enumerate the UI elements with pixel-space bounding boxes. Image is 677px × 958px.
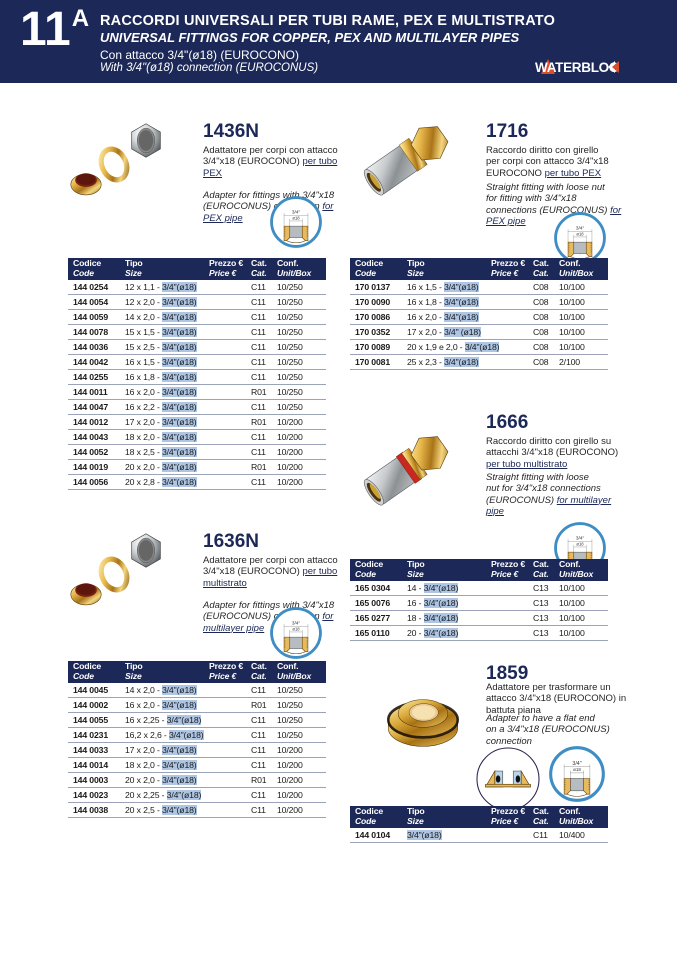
svg-text:WATERBLOC: WATERBLOC [535, 60, 619, 75]
